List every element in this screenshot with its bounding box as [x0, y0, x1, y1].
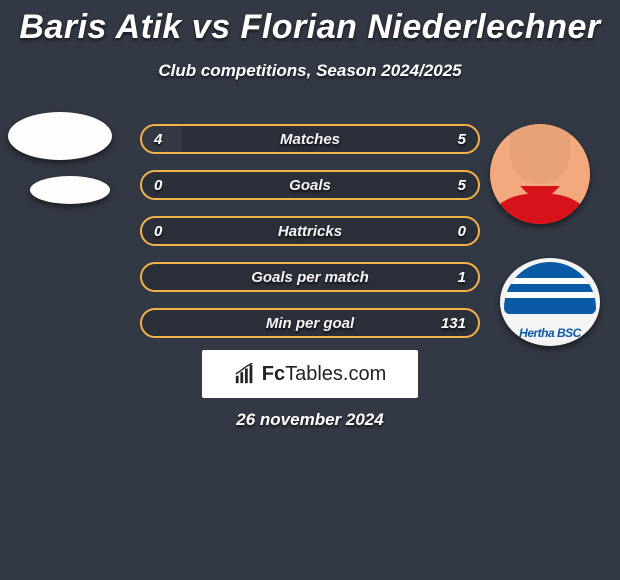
- stat-row: 4Matches5: [140, 124, 480, 154]
- player-left-avatar: [8, 112, 112, 160]
- stat-value-right: 1: [458, 264, 466, 290]
- stat-value-right: 0: [458, 218, 466, 244]
- stat-label: Min per goal: [142, 310, 478, 336]
- team-right-name: Hertha BSC: [500, 326, 600, 340]
- stat-row: Goals per match1: [140, 262, 480, 292]
- stat-row: 0Goals5: [140, 170, 480, 200]
- stat-label: Hattricks: [142, 218, 478, 244]
- page-title: Baris Atik vs Florian Niederlechner: [0, 0, 620, 47]
- stat-label: Goals: [142, 172, 478, 198]
- stat-value-right: 5: [458, 126, 466, 152]
- snapshot-date: 26 november 2024: [0, 410, 620, 430]
- stat-label: Goals per match: [142, 264, 478, 290]
- stat-value-right: 5: [458, 172, 466, 198]
- team-left-badge: [30, 176, 110, 204]
- chart-icon: [234, 363, 256, 385]
- branding-bold: Fc: [262, 363, 285, 385]
- page-subtitle: Club competitions, Season 2024/2025: [0, 61, 620, 81]
- stat-row: 0Hattricks0: [140, 216, 480, 246]
- stat-row: Min per goal131: [140, 308, 480, 338]
- team-right-badge: Hertha BSC: [500, 258, 600, 346]
- stats-panel: 4Matches50Goals50Hattricks0Goals per mat…: [140, 124, 480, 354]
- player-right-avatar: [490, 124, 590, 224]
- stat-label: Matches: [142, 126, 478, 152]
- branding-badge: FcTables.com: [202, 350, 418, 398]
- branding-rest: Tables.com: [285, 363, 386, 385]
- stat-value-right: 131: [441, 310, 466, 336]
